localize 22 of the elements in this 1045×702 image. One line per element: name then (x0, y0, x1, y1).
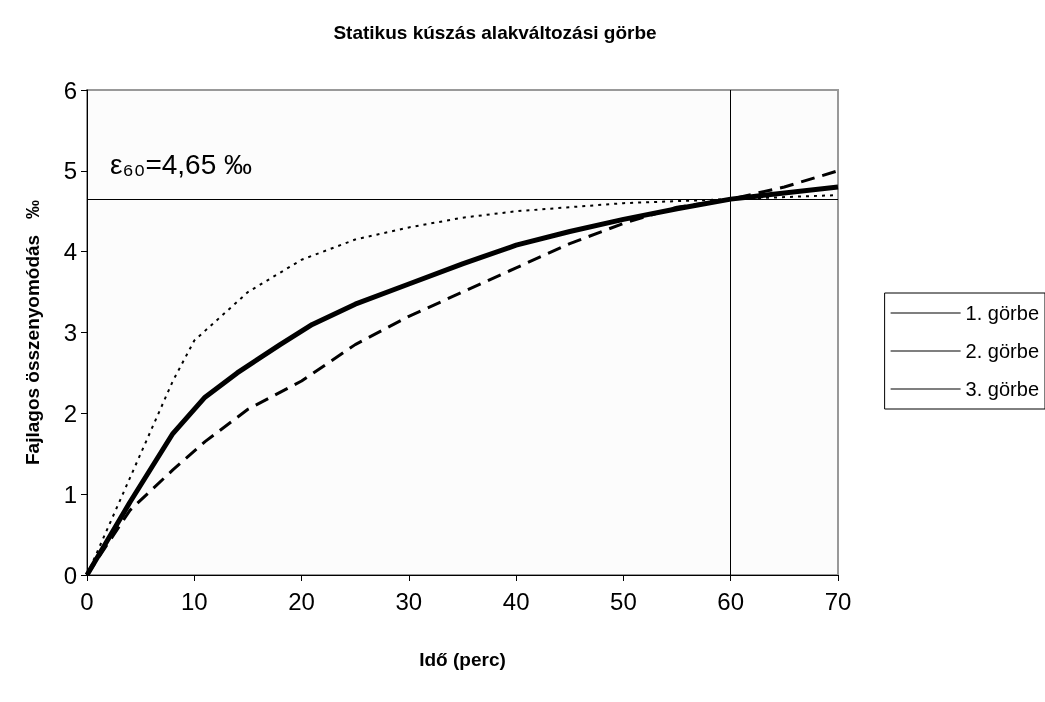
annotation: ε₆₀=4,65 ‰ (110, 148, 253, 180)
y-tick-label: 2 (63, 399, 77, 427)
x-tick-label: 60 (717, 587, 745, 615)
x-tick-label: 70 (824, 587, 852, 615)
chart-title: Statikus kúszás alakváltozási görbe (333, 22, 657, 43)
y-tick-label: 4 (63, 238, 77, 266)
y-tick-label: 0 (63, 561, 77, 589)
y-tick-label: 5 (63, 157, 77, 185)
x-tick-label: 50 (610, 587, 637, 615)
x-tick-label: 30 (395, 587, 423, 615)
legend-label: 2. görbe (965, 340, 1039, 362)
x-tick-label: 40 (502, 587, 530, 615)
x-axis-title: Idő (perc) (419, 649, 506, 670)
x-tick-label: 0 (80, 587, 94, 615)
y-axis-title: Fajlagos összenyomódás ‰ (22, 199, 43, 466)
x-tick-label: 20 (288, 587, 315, 615)
y-tick-label: 1 (63, 480, 77, 508)
legend-label: 3. görbe (965, 378, 1039, 400)
y-tick-label: 3 (63, 319, 77, 346)
y-tick-label: 6 (63, 76, 77, 104)
x-tick-label: 10 (180, 587, 208, 615)
legend-label: 1. görbe (965, 302, 1039, 324)
